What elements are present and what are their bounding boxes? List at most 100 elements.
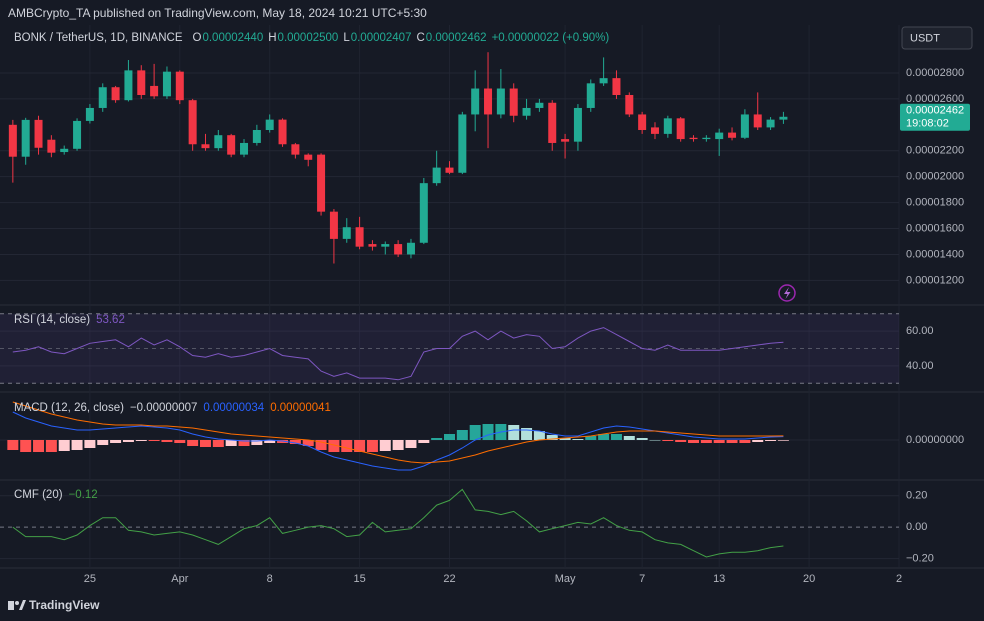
legend-text: −0.00000007 xyxy=(130,402,197,414)
y-tick-label: 0.20 xyxy=(906,490,927,502)
indicator-line xyxy=(12,401,784,464)
candle-body xyxy=(586,83,595,108)
candle-body xyxy=(60,148,69,153)
indicator-line xyxy=(12,488,784,558)
histogram-bar xyxy=(713,440,725,443)
y-tick-label: 0.00000000 xyxy=(906,434,964,446)
legend-text: 0.00002462 xyxy=(426,32,487,44)
histogram-bar xyxy=(289,440,301,444)
x-tick-label: Apr xyxy=(171,573,188,585)
candle-body xyxy=(522,107,531,116)
candle-body xyxy=(561,139,570,142)
candle-body xyxy=(689,137,698,140)
y-tick-label: 0.00002600 xyxy=(906,93,964,105)
histogram-bar xyxy=(7,440,19,450)
legend-text: −0.12 xyxy=(69,489,98,501)
candle-body xyxy=(766,119,775,128)
candle-body xyxy=(496,88,505,115)
candle-body xyxy=(471,88,480,115)
candle-body xyxy=(175,71,184,101)
candle-body xyxy=(8,124,17,157)
legend-text: 53.62 xyxy=(96,314,125,326)
alert-icon[interactable] xyxy=(778,284,796,302)
y-tick-label: 0.00001200 xyxy=(906,274,964,286)
x-tick-label: 7 xyxy=(639,573,645,585)
candle-body xyxy=(111,87,120,101)
histogram-bar xyxy=(341,440,353,452)
histogram-bar xyxy=(45,440,57,452)
histogram-bar xyxy=(161,440,173,442)
candle-body xyxy=(509,88,518,116)
histogram-bar xyxy=(148,440,160,441)
x-tick-label: 13 xyxy=(713,573,725,585)
histogram-bar xyxy=(649,440,661,441)
legend-text: 0.00000034 xyxy=(203,402,264,414)
legend-text: 0.00002500 xyxy=(278,32,339,44)
candle-body xyxy=(548,102,557,143)
countdown: 19:08:02 xyxy=(906,118,949,130)
histogram-bar xyxy=(688,440,700,443)
histogram-bar xyxy=(456,430,468,440)
histogram-bar xyxy=(636,438,648,440)
y-tick-label: 0.00002000 xyxy=(906,171,964,183)
candle-body xyxy=(21,119,30,157)
candle-body xyxy=(676,118,685,140)
plot-layer xyxy=(0,25,984,569)
histogram-bar xyxy=(418,440,430,443)
candle-body xyxy=(599,78,608,84)
candle-body xyxy=(650,127,659,134)
candle-body xyxy=(368,244,377,247)
histogram-bar xyxy=(585,436,597,440)
candle-body xyxy=(663,118,672,134)
candle-body xyxy=(329,211,338,239)
candle-body xyxy=(137,70,146,95)
candle-body xyxy=(85,107,94,121)
histogram-bar xyxy=(251,440,263,445)
histogram-bar xyxy=(212,440,224,447)
legend-text: RSI (14, close) xyxy=(14,314,90,326)
legend-text: C xyxy=(416,32,424,44)
legend-text: O xyxy=(193,32,202,44)
candle-body xyxy=(265,119,274,130)
candle-body xyxy=(201,144,210,149)
last-price-box xyxy=(900,103,970,131)
candle-body xyxy=(304,154,313,160)
last-price-label: 0.00002462 xyxy=(906,105,964,117)
candle-body xyxy=(779,116,788,120)
y-tick-label: 60.00 xyxy=(906,325,934,337)
histogram-bar xyxy=(315,440,327,450)
histogram-bar xyxy=(444,434,455,440)
candle-body xyxy=(625,95,634,115)
histogram-bar xyxy=(662,440,674,441)
currency[interactable]: USDT xyxy=(910,32,940,44)
histogram-bar xyxy=(739,440,751,443)
histogram-bar xyxy=(328,440,340,452)
candle-body xyxy=(73,120,82,149)
histogram-bar xyxy=(392,440,404,450)
candle-body xyxy=(715,132,724,140)
histogram-bar xyxy=(33,440,45,452)
histogram-bar xyxy=(572,439,584,440)
histogram-bar xyxy=(71,440,83,450)
legend-text: 0.00000041 xyxy=(270,402,331,414)
histogram-bar xyxy=(110,440,122,443)
histogram-bar xyxy=(752,440,764,442)
histogram-bar xyxy=(302,440,314,446)
y-tick-label: 0.00001800 xyxy=(906,196,964,208)
candle-body xyxy=(240,142,249,155)
legend-text: +0.00000022 (+0.90%) xyxy=(492,32,610,44)
candle-body xyxy=(291,144,300,155)
legend-text: H xyxy=(268,32,276,44)
legend-text: MACD (12, 26, close) xyxy=(14,402,124,414)
x-tick-label: 2 xyxy=(896,573,902,585)
histogram-bar xyxy=(187,440,199,446)
y-tick-label: 0.00001400 xyxy=(906,248,964,260)
x-tick-label: 15 xyxy=(353,573,365,585)
candle-body xyxy=(484,88,493,115)
candle-body xyxy=(47,139,56,153)
candle-body xyxy=(406,242,415,255)
currency-button[interactable] xyxy=(901,26,973,50)
y-tick-label: −0.20 xyxy=(906,552,934,564)
histogram-bar xyxy=(264,440,276,443)
x-tick-label: 22 xyxy=(443,573,455,585)
